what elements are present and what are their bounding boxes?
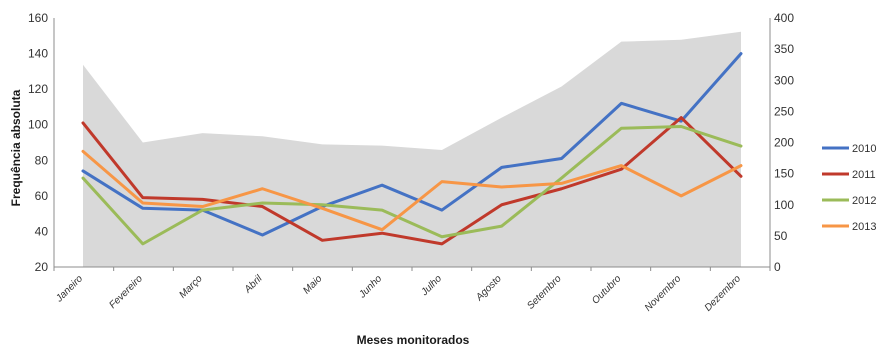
series-line-2010 xyxy=(81,52,743,237)
x-axis-title: Meses monitorados xyxy=(357,333,470,347)
y-tick-label: 80 xyxy=(35,153,49,167)
area-layer xyxy=(83,31,741,267)
area-series xyxy=(83,31,741,267)
x-tick-label: Outubro xyxy=(590,273,624,307)
legend-label-2012: 2012 xyxy=(852,195,876,207)
y-axis-title: Frequência absoluta xyxy=(9,89,23,206)
x-tick-label: Julho xyxy=(419,273,445,299)
y2-tick-label: 400 xyxy=(774,11,794,25)
legend-label-2013: 2013 xyxy=(852,221,876,233)
legend: 2010 2011 2012 2013 xyxy=(822,143,876,233)
series-line-2011 xyxy=(81,116,743,246)
series-line-2013 xyxy=(81,149,743,232)
y-tick-label: 140 xyxy=(28,47,48,61)
axes-layer xyxy=(53,18,771,271)
legend-label-2011: 2011 xyxy=(852,169,876,181)
x-tick-label: Maio xyxy=(301,273,324,296)
y2-tick-label: 0 xyxy=(774,260,781,274)
x-tick-label: Março xyxy=(177,273,205,301)
x-tick-label: Abril xyxy=(242,273,265,296)
x-tick-label: Dezembro xyxy=(703,273,744,314)
x-tick-label: Setembro xyxy=(525,273,564,312)
y-tick-label: 100 xyxy=(28,118,48,132)
legend-label-2010: 2010 xyxy=(852,143,876,155)
y-tick-label: 120 xyxy=(28,82,48,96)
y2-tick-label: 250 xyxy=(774,104,794,118)
y-tick-label: 40 xyxy=(35,224,49,238)
y2-tick-label: 100 xyxy=(774,198,794,212)
y-tick-label: 160 xyxy=(28,11,48,25)
x-tick-label: Fevereiro xyxy=(107,273,145,311)
x-tick-label: Agosto xyxy=(473,273,504,304)
x-tick-label: Junho xyxy=(356,273,384,301)
y-tick-label: 20 xyxy=(35,260,49,274)
y2-tick-label: 300 xyxy=(774,73,794,87)
x-tick-label: Janeiro xyxy=(53,273,85,305)
y-tick-label: 60 xyxy=(35,189,49,203)
y2-tick-label: 150 xyxy=(774,167,794,181)
y2-tick-label: 200 xyxy=(774,136,794,150)
y2-tick-label: 350 xyxy=(774,42,794,56)
x-tick-label: Novembro xyxy=(643,273,684,314)
lines-layer xyxy=(81,52,743,246)
series-line-2012 xyxy=(81,124,743,246)
y2-tick-label: 50 xyxy=(774,229,788,243)
